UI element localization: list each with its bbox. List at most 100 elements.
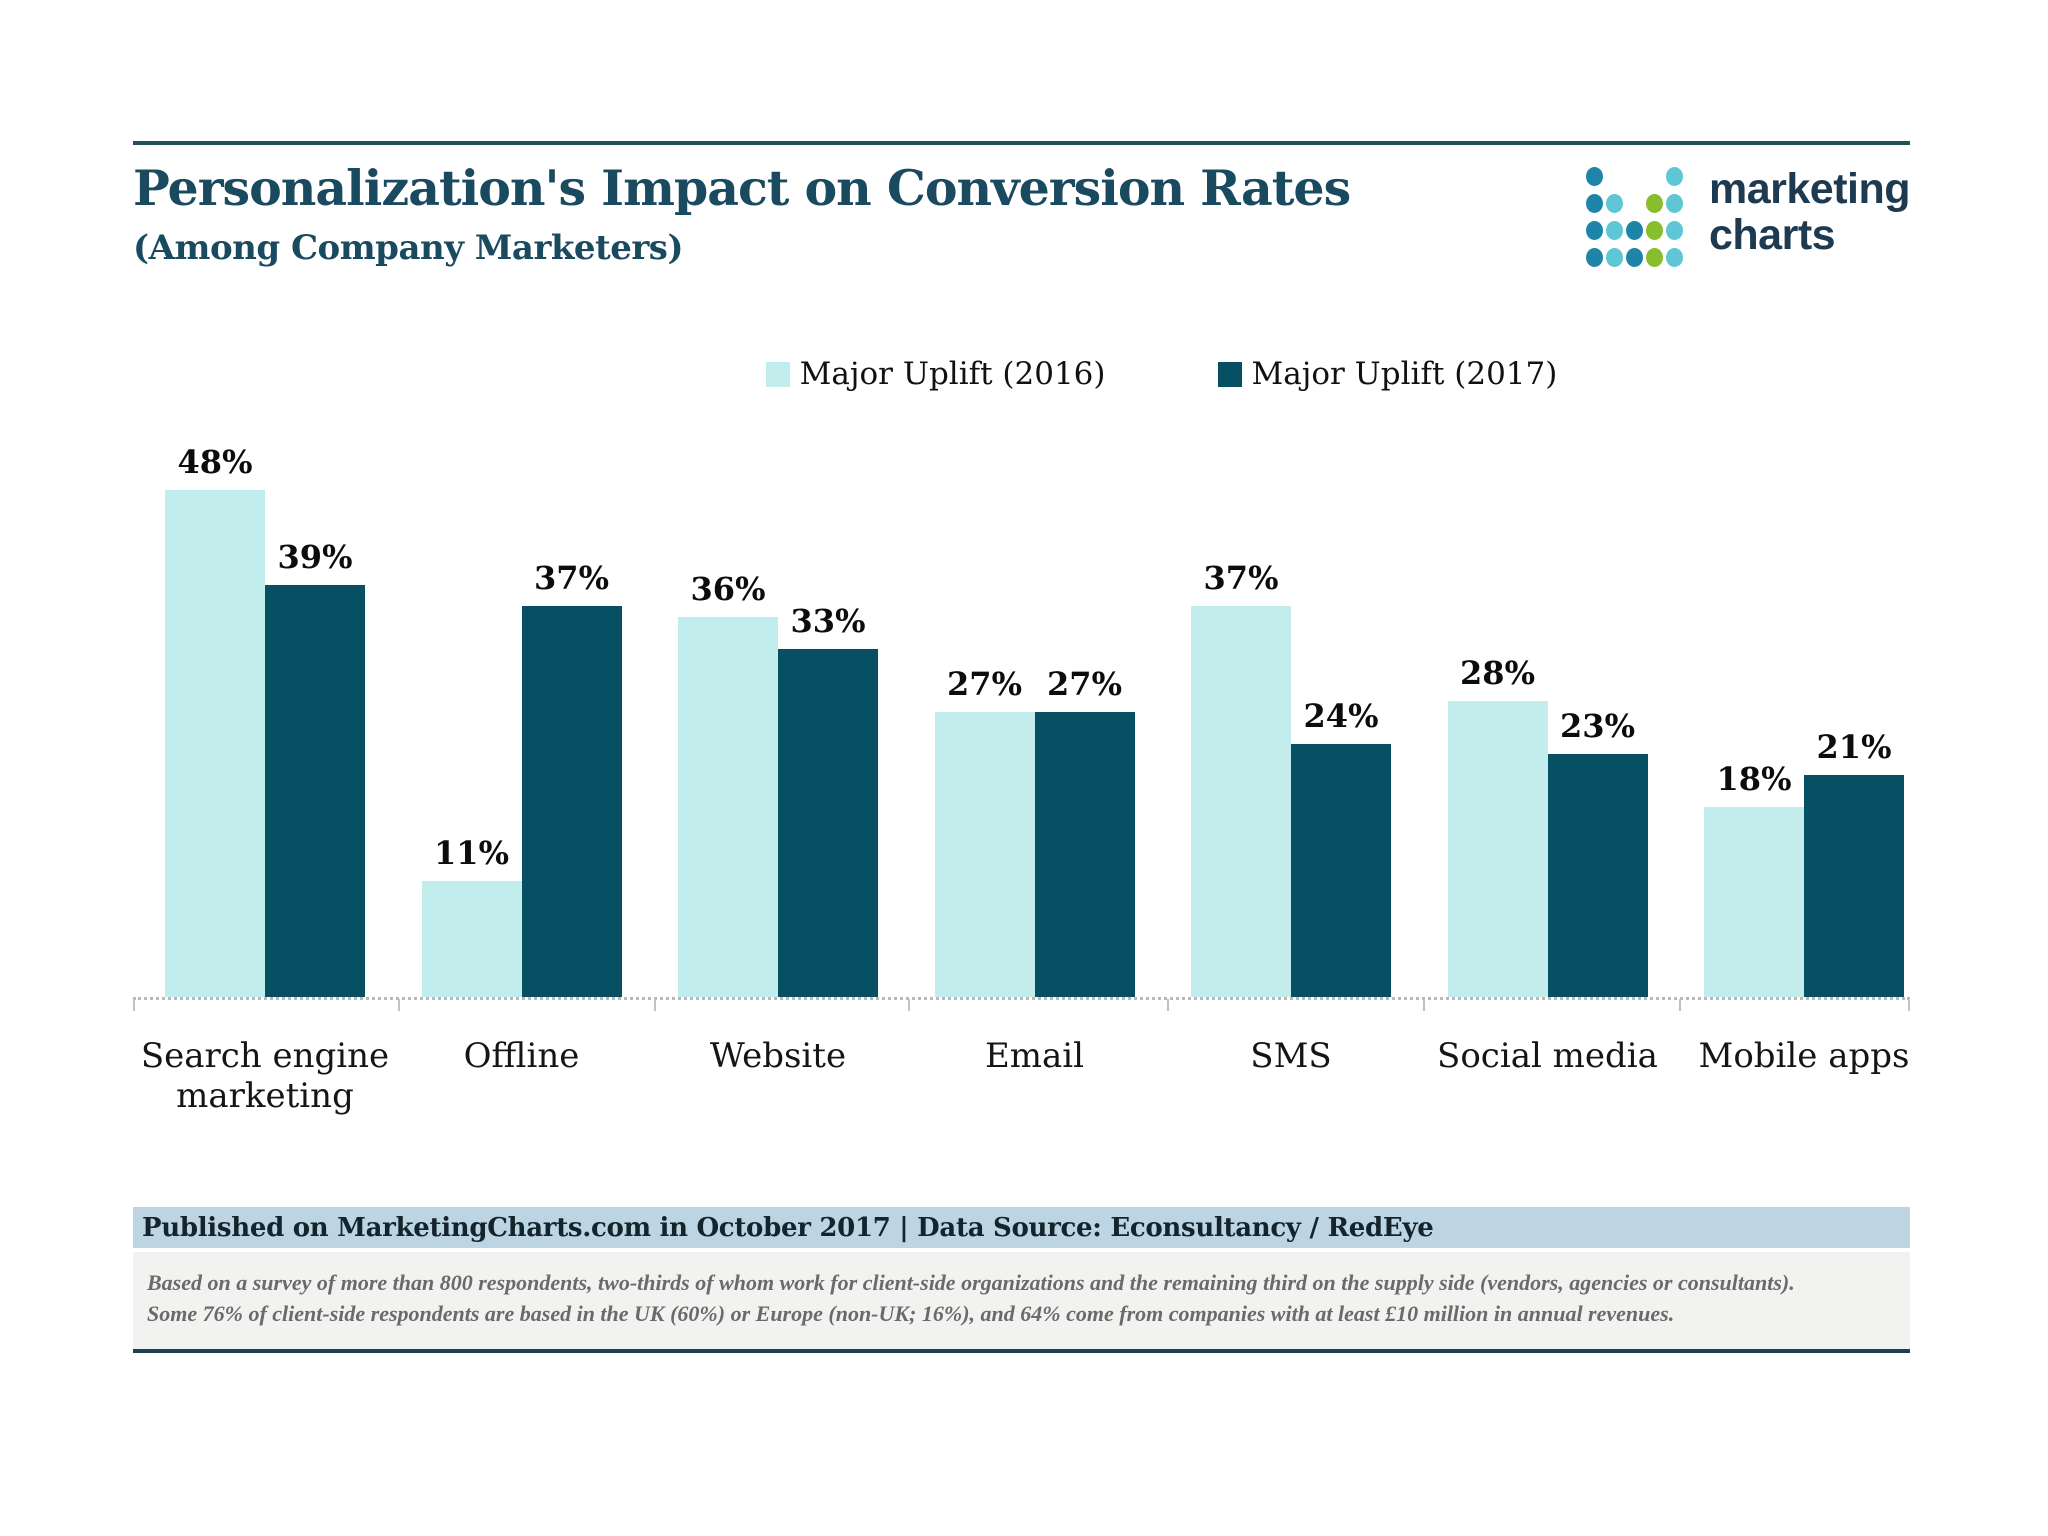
category-axis: Search engine marketing Offline Website Ema… xyxy=(133,1036,1910,1116)
bar-value-label: 37% xyxy=(534,559,609,597)
bar-group: 48% 39% xyxy=(165,443,365,997)
footnote-line2: Some 76% of client-side respondents are … xyxy=(147,1301,1675,1327)
logo-dot xyxy=(1646,194,1664,213)
bar-value-label: 39% xyxy=(277,538,353,576)
bar xyxy=(1547,754,1648,997)
logo-dot xyxy=(1586,221,1604,240)
category-label: Social media xyxy=(1437,1036,1658,1076)
axis-tick xyxy=(1423,999,1426,1011)
title-block: Personalization's Impact on Conversion R… xyxy=(133,159,1351,268)
logo-dots-icon xyxy=(1585,163,1685,271)
bar xyxy=(265,585,365,997)
bar xyxy=(421,881,522,997)
published-bar: Published on MarketingCharts.com in Octo… xyxy=(133,1207,1910,1248)
bar-value-label: 11% xyxy=(434,834,509,872)
bar xyxy=(1704,807,1804,997)
footnote-line1: Based on a survey of more than 800 respo… xyxy=(147,1270,1795,1295)
bar-group: 36% 33% xyxy=(678,570,878,997)
bar xyxy=(1804,775,1904,997)
bar xyxy=(934,712,1035,997)
logo-text-line1: marketing xyxy=(1708,165,1911,213)
published-text: Published on MarketingCharts.com in Octo… xyxy=(142,1212,1434,1243)
legend-label-2016: Major Uplift (2016) xyxy=(799,356,1106,392)
bar-chart: 48% 39% 11% 37% 36% 33% 27% 27% 37% 24% 28% 23% 18% 2… xyxy=(133,440,1910,1116)
legend-item-2017: Major Uplift (2017) xyxy=(1217,356,1557,392)
bar-column: 11% xyxy=(421,834,522,997)
bar-column: 48% xyxy=(165,443,265,997)
bar xyxy=(678,617,778,997)
bar-group: 11% 37% xyxy=(421,559,622,997)
logo-dot xyxy=(1586,167,1604,186)
legend-swatch-2016 xyxy=(765,361,790,387)
bar-column: 37% xyxy=(1191,559,1291,997)
bar-column: 23% xyxy=(1547,707,1648,997)
bar-column: 27% xyxy=(1034,665,1135,997)
page-title: Personalization's Impact on Conversion R… xyxy=(133,159,1351,217)
bar-value-label: 18% xyxy=(1716,760,1792,798)
legend-swatch-2017 xyxy=(1217,361,1242,387)
logo-wordmark: marketing charts xyxy=(1708,165,1911,259)
bar-value-label: 28% xyxy=(1460,654,1535,692)
bar-column: 27% xyxy=(934,665,1035,997)
logo-dot xyxy=(1606,248,1624,267)
bar-column: 28% xyxy=(1447,654,1548,997)
bar xyxy=(165,490,265,997)
logo-dot xyxy=(1666,248,1684,267)
bar-value-label: 37% xyxy=(1203,559,1279,597)
logo-dot xyxy=(1666,167,1684,186)
logo-dot xyxy=(1666,221,1684,240)
category-label: SMS xyxy=(1250,1036,1332,1076)
category-label: Search engine marketing xyxy=(140,1036,390,1117)
bar xyxy=(1447,701,1548,997)
logo-dot xyxy=(1586,194,1604,213)
bar-value-label: 48% xyxy=(177,443,253,481)
category-label: Website xyxy=(709,1036,847,1076)
bar-value-label: 23% xyxy=(1560,707,1635,745)
bar-value-label: 33% xyxy=(790,602,866,640)
logo-dot xyxy=(1606,194,1624,213)
axis-tick xyxy=(907,999,910,1011)
logo-dot xyxy=(1626,248,1644,267)
bar-group: 28% 23% xyxy=(1447,654,1648,997)
page-subtitle: (Among Company Marketers) xyxy=(133,227,684,268)
bar-column: 36% xyxy=(678,570,778,997)
chart-legend: Major Uplift (2016) Major Uplift (2017) xyxy=(273,356,2048,392)
bar-value-label: 21% xyxy=(1816,728,1892,766)
bar-value-label: 24% xyxy=(1303,697,1379,735)
logo-text-line2: charts xyxy=(1708,210,1836,259)
bar xyxy=(778,649,878,997)
marketingcharts-logo: marketing charts xyxy=(1585,163,1911,271)
logo-dot xyxy=(1606,221,1624,240)
logo-dot xyxy=(1646,248,1664,267)
category-label: Offline xyxy=(463,1036,580,1076)
logo-dot xyxy=(1666,194,1684,213)
bar-column: 39% xyxy=(265,538,365,997)
bar-value-label: 36% xyxy=(690,570,766,608)
legend-item-2016: Major Uplift (2016) xyxy=(765,356,1106,392)
axis-tick xyxy=(1167,999,1170,1011)
bar xyxy=(521,606,622,997)
logo-dot xyxy=(1586,248,1604,267)
axis-tick xyxy=(397,999,400,1011)
footnote-box: Based on a survey of more than 800 respo… xyxy=(133,1252,1910,1354)
axis-tick xyxy=(1678,999,1681,1011)
bar-column: 33% xyxy=(778,602,878,997)
axis-tick xyxy=(1908,999,1910,1011)
category-label: Email xyxy=(984,1036,1085,1076)
header: Personalization's Impact on Conversion R… xyxy=(133,159,1911,271)
bar-group: 27% 27% xyxy=(934,665,1135,997)
bar xyxy=(1034,712,1135,997)
bar xyxy=(1191,606,1291,997)
bar-group: 18% 21% xyxy=(1704,728,1904,997)
bar xyxy=(1291,744,1391,997)
logo-dot xyxy=(1646,221,1664,240)
plot-area: 48% 39% 11% 37% 36% 33% 27% 27% 37% 24% 28% 23% 18% 2… xyxy=(133,440,1910,1011)
bar-column: 21% xyxy=(1804,728,1904,997)
category-label: Mobile apps xyxy=(1698,1036,1910,1076)
bar-value-label: 27% xyxy=(947,665,1022,703)
top-divider xyxy=(133,141,1910,145)
bar-column: 18% xyxy=(1704,760,1804,997)
bar-group: 37% 24% xyxy=(1191,559,1391,997)
logo-dot xyxy=(1626,221,1644,240)
